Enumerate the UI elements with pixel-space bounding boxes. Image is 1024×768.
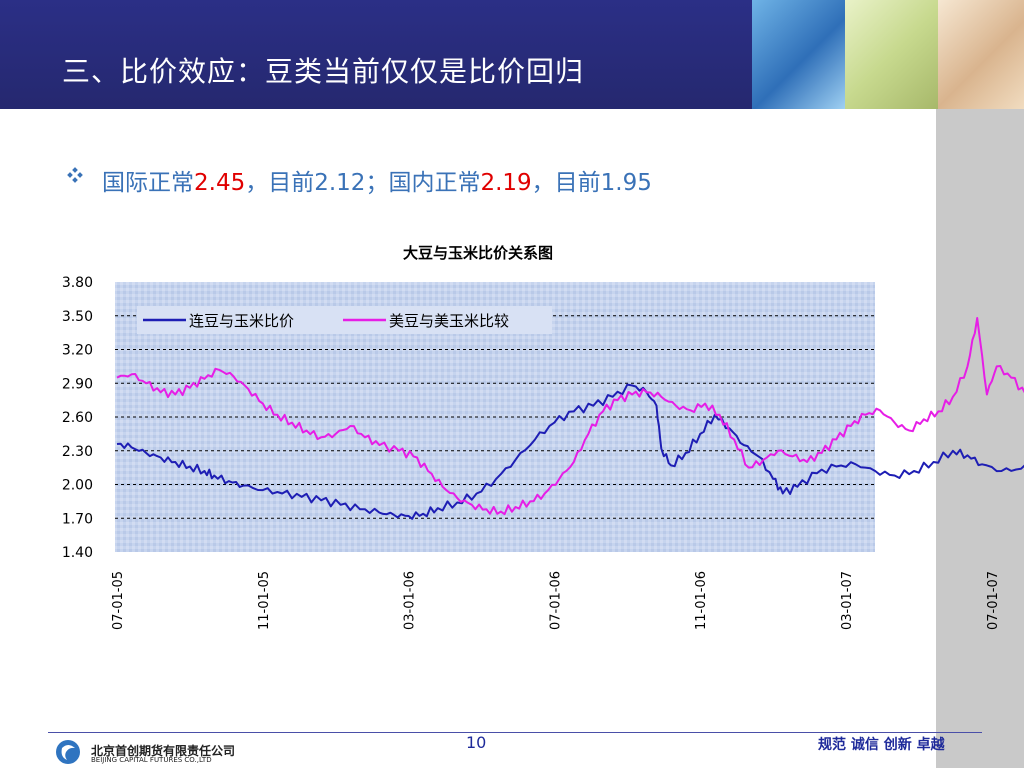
series-line-2 [116, 317, 1024, 516]
company-slogan: 规范 诚信 创新 卓越 [818, 737, 945, 753]
slide-title: 三、比价效应：豆类当前仅仅是比价回归 [62, 55, 585, 88]
y-tick-label: 3.80 [62, 275, 93, 291]
domestic-normal-value: 2.19 [480, 170, 532, 196]
page-number: 10 [466, 733, 487, 752]
y-tick-label: 3.50 [62, 309, 93, 325]
y-tick-label: 1.40 [62, 545, 93, 561]
footer-divider [48, 732, 982, 733]
bullet-seg-4: ，目前 [531, 170, 601, 196]
calculator-photo [752, 0, 845, 109]
y-tick-label: 2.60 [62, 410, 93, 426]
right-side-panel [936, 109, 1024, 768]
diamond-bullet-icon [67, 167, 83, 183]
bullet-seg-2: ，目前 [245, 170, 315, 196]
y-tick-label: 2.00 [62, 478, 93, 494]
x-tick-label: 07-01-05 [111, 571, 126, 630]
x-tick-label: 11-01-06 [694, 571, 709, 630]
bullet-seg-3: ；国内正常 [365, 170, 481, 196]
x-axis: 07-01-05 11-01-05 03-01-06 07-01-06 11-01-06… [111, 571, 1001, 630]
intl-current-value: 2.12 [314, 170, 366, 196]
coins-photo [845, 0, 938, 109]
legend-label-series2: 美豆与美玉米比较 [389, 312, 509, 330]
legend-label-series1: 连豆与玉米比价 [189, 312, 294, 330]
intl-normal-value: 2.45 [194, 170, 246, 196]
company-logo: 北京首创期货有限责任公司 BEIJING CAPITAL FUTURES CO.… [53, 738, 303, 766]
header-photos [752, 0, 1024, 109]
y-tick-label: 2.90 [62, 376, 93, 392]
title-bar: 三、比价效应：豆类当前仅仅是比价回归 [0, 0, 752, 109]
company-name-en: BEIJING CAPITAL FUTURES CO.,LTD [91, 756, 212, 764]
x-tick-label: 07-01-07 [986, 571, 1001, 630]
y-tick-label: 3.20 [62, 343, 93, 359]
series-lines [116, 317, 1024, 520]
company-name-cn: 北京首创期货有限责任公司 [91, 744, 236, 758]
bullet-seg-1: 国际正常 [102, 170, 194, 196]
y-axis: 3.80 3.50 3.20 2.90 2.60 2.30 2.00 1.70 1.40 [62, 275, 93, 561]
pen-photo [938, 0, 1024, 109]
bullet-text: 国际正常2.45，目前2.12；国内正常2.19，目前1.95 [102, 163, 652, 197]
y-tick-label: 1.70 [62, 511, 93, 527]
domestic-current-value: 1.95 [600, 170, 652, 196]
chart-legend: 连豆与玉米比价 美豆与美玉米比较 [137, 306, 552, 334]
x-tick-label: 07-01-06 [548, 571, 563, 630]
company-logo-icon [56, 740, 80, 764]
series-line-1 [116, 383, 1024, 520]
chart-title: 大豆与玉米比价关系图 [403, 244, 553, 262]
x-tick-label: 11-01-05 [257, 571, 272, 630]
x-tick-label: 03-01-07 [840, 571, 855, 630]
y-tick-label: 2.30 [62, 444, 93, 460]
x-tick-label: 03-01-06 [403, 571, 418, 630]
